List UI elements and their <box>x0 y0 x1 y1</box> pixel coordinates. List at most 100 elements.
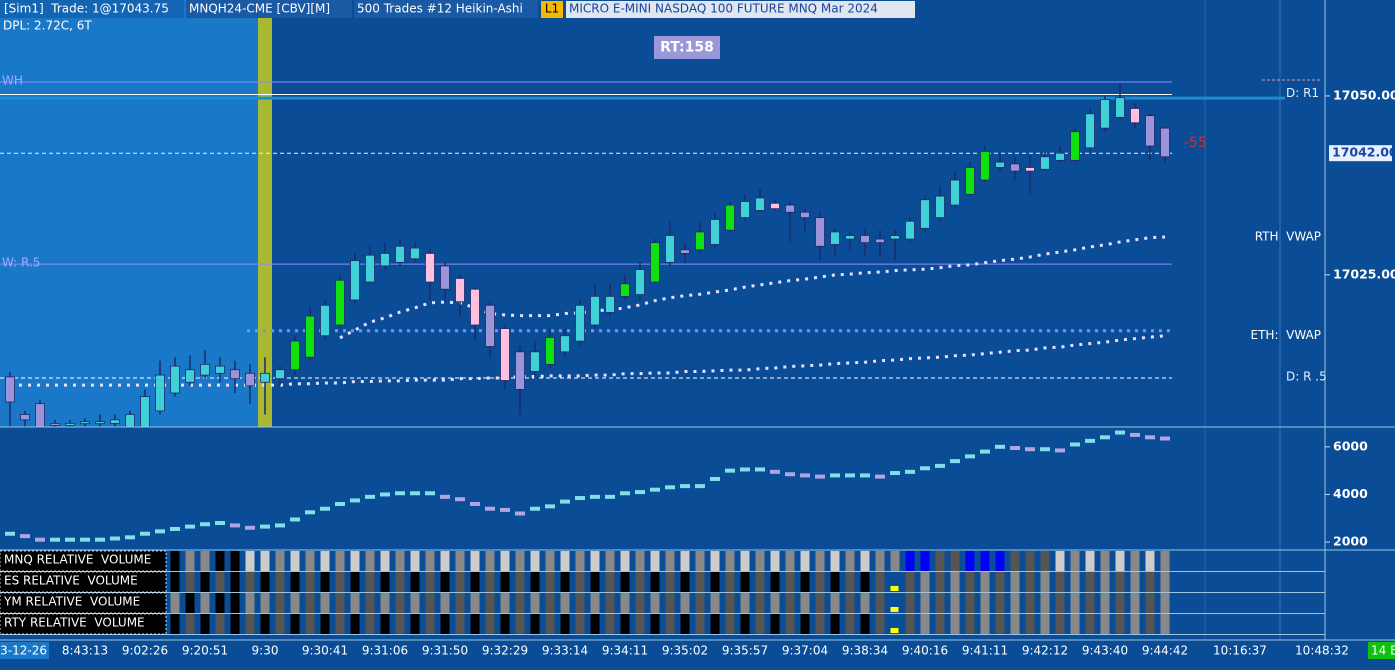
indicator-dash <box>50 537 60 542</box>
candle-body <box>560 335 570 353</box>
rv-cell <box>860 572 870 592</box>
candle-body <box>365 254 375 283</box>
candle-body <box>875 238 885 244</box>
pre-market-shade <box>0 0 258 427</box>
indicator-dash <box>995 444 1005 449</box>
rv-cell <box>1100 614 1110 634</box>
indicator-dash <box>890 471 900 476</box>
rv-cell <box>935 551 945 571</box>
rv-cell <box>920 593 930 613</box>
level-box[interactable] <box>541 1 563 18</box>
rv-cell <box>1130 572 1140 592</box>
level[interactable]: L1 <box>545 2 559 16</box>
indicator-dash <box>140 531 150 536</box>
candle-body <box>845 235 855 240</box>
indicator-dash <box>1040 447 1050 452</box>
rv-cell <box>950 614 960 634</box>
rv-cell <box>965 593 975 613</box>
rv-cell <box>575 572 585 592</box>
rv-cell <box>1085 572 1095 592</box>
rv-cell <box>350 551 360 571</box>
indicator-dash <box>350 498 360 503</box>
instrument-box <box>186 0 352 18</box>
indicator-dash <box>305 510 315 515</box>
candle-body <box>950 179 960 206</box>
rv-cell <box>515 551 525 571</box>
relative-volume-panel: MNQ RELATIVE VOLUME ES RELATIVE VOLUME YM … <box>0 550 1325 635</box>
rv-cell <box>560 593 570 613</box>
candle-body <box>650 242 660 283</box>
rv-cell <box>680 572 690 592</box>
rv-cell <box>635 593 645 613</box>
rv-cell <box>1115 572 1125 592</box>
rv-label-box <box>0 613 167 635</box>
rv-cell <box>170 551 180 571</box>
candle-body <box>1010 163 1020 172</box>
rv-cell <box>530 614 540 634</box>
indicator-dash <box>845 473 855 478</box>
time-label: 9:41:11 <box>962 644 1008 658</box>
rv-cell <box>290 551 300 571</box>
indicator-dash <box>425 491 435 496</box>
indicator-dash <box>485 506 495 511</box>
candle-body <box>980 151 990 181</box>
rv-cell <box>515 614 525 634</box>
description: MICRO E-MINI NASDAQ 100 FUTURE MNQ Mar 2… <box>569 2 878 16</box>
rv-cell <box>875 614 885 634</box>
rv-cell <box>290 593 300 613</box>
rv-cell <box>1085 614 1095 634</box>
rv-cell <box>500 551 510 571</box>
candle-body <box>590 295 600 326</box>
bar-type: 500 Trades #12 Heikin-Ashi <box>357 2 523 16</box>
indicator-panel <box>5 430 1170 542</box>
rv-cell <box>560 572 570 592</box>
candle-body <box>530 351 540 372</box>
indicator-dash <box>155 529 165 534</box>
rv-cell <box>770 572 780 592</box>
indicator-dash <box>110 536 120 541</box>
rv-cell <box>1040 593 1050 613</box>
indicator-dash <box>620 491 630 496</box>
rv-cell <box>215 572 225 592</box>
time-label: 9:33:14 <box>542 644 588 658</box>
rv-cell <box>260 614 270 634</box>
rv-cell <box>905 572 915 592</box>
time-label: 9:20:51 <box>182 644 228 658</box>
rv-cell <box>995 614 1005 634</box>
time-label: 10:48:32 <box>1295 644 1349 658</box>
rv-cell <box>800 593 810 613</box>
rt-box <box>654 36 720 59</box>
rv-cell <box>950 593 960 613</box>
time-label: 9:35:57 <box>722 644 768 658</box>
level-label: W: R.5 <box>2 256 40 270</box>
candle-body <box>935 195 945 219</box>
indicator-dash <box>1130 432 1140 437</box>
rv-cell <box>710 593 720 613</box>
rv-cell <box>1010 593 1020 613</box>
rv-cell <box>485 614 495 634</box>
rv-cell <box>215 614 225 634</box>
rv-cell <box>275 572 285 592</box>
rv-cell <box>785 551 795 571</box>
candle-body <box>410 247 420 260</box>
rv-cell <box>620 572 630 592</box>
time-label: 8:43:13 <box>62 644 108 658</box>
rv-label: MNQ RELATIVE VOLUME <box>4 553 151 567</box>
rv-cell <box>590 551 600 571</box>
rv-cell <box>455 614 465 634</box>
candle-body <box>725 204 735 231</box>
indicator-dash <box>905 469 915 474</box>
rv-cell <box>200 572 210 592</box>
rv-cell <box>920 614 930 634</box>
candle-body <box>470 288 480 326</box>
rv-cell <box>1115 593 1125 613</box>
rv-cell <box>890 551 900 571</box>
candle-body <box>155 374 165 412</box>
candle-body <box>305 315 315 358</box>
rv-cell <box>485 572 495 592</box>
rv-cell <box>470 593 480 613</box>
indicator-dash <box>200 522 210 527</box>
rv-cell <box>365 614 375 634</box>
rv-cell <box>170 593 180 613</box>
rv-cell <box>980 572 990 592</box>
